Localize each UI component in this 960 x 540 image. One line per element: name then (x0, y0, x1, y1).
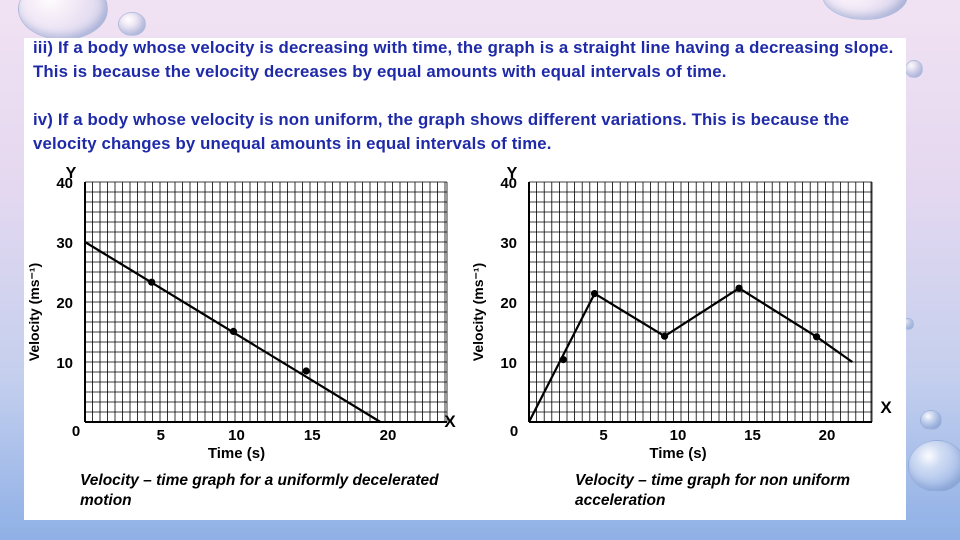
chart-right-caption: Velocity – time graph for non uniform ac… (575, 472, 851, 509)
chart-right-y-tick-label: 10 (500, 355, 517, 372)
chart-right-y-tick-label: 40 (500, 175, 517, 192)
chart-right-y-axis-title: Velocity (ms⁻¹) (470, 263, 486, 361)
paragraph-non-uniform-velocity: iv) If a body whose velocity is non unif… (33, 110, 850, 153)
chart-left-origin-label: 0 (72, 423, 80, 440)
chart-left-y-tick-label: 10 (56, 355, 73, 372)
chart-left-y-tick-label: 40 (56, 175, 73, 192)
chart-left-x-tick-label: 15 (304, 427, 321, 444)
chart-left-x-tick-label: 20 (380, 427, 397, 444)
chart-left-y-axis-letter: Y (66, 165, 77, 182)
chart-left-y-axis-title: Velocity (ms⁻¹) (26, 263, 42, 361)
water-drop-decoration (905, 60, 923, 78)
chart-left-x-tick-label: 5 (157, 427, 165, 444)
chart-left-y-tick-label: 20 (56, 295, 73, 312)
chart-right-x-tick-label: 20 (819, 427, 836, 444)
chart-right-y-tick-label: 20 (500, 295, 517, 312)
chart-right-series-line (528, 287, 853, 423)
chart-right-x-tick-label: 15 (744, 427, 761, 444)
chart-right-x-tick-label: 10 (670, 427, 687, 444)
chart-right-data-point (812, 333, 821, 341)
chart-left-x-axis-letter: X (444, 412, 456, 431)
velocity-time-charts: 10 20 30 40 5 10 15 20 0 Y X Time (s) Velocity (ms⁻¹… (26, 165, 892, 462)
chart-right-y-axis-letter: Y (507, 165, 518, 182)
slide-content: iii) If a body whose velocity is decreas… (24, 38, 906, 520)
chart-right-data-point (660, 332, 669, 340)
chart-right-x-axis-letter: X (880, 398, 892, 417)
water-drop-decoration (822, 0, 908, 20)
water-drop-decoration (920, 410, 942, 430)
chart-right-y-tick-label: 30 (500, 235, 517, 252)
chart-right-data-point (590, 290, 599, 298)
chart-left-caption: Velocity – time graph for a uniformly de… (80, 472, 439, 509)
paragraph-decreasing-velocity: iii) If a body whose velocity is decreas… (33, 38, 894, 81)
chart-left-x-tick-label: 10 (228, 427, 245, 444)
water-drop-decoration (118, 12, 146, 36)
chart-left-data-point (229, 327, 238, 335)
water-drop-decoration (908, 440, 960, 492)
chart-left-x-axis-title: Time (s) (208, 445, 265, 462)
chart-right-x-axis-title: Time (s) (649, 445, 706, 462)
chart-left-data-point (148, 278, 156, 286)
chart-right-data-point (559, 356, 567, 364)
chart-right-origin-label: 0 (510, 423, 518, 440)
chart-right-x-tick-label: 5 (599, 427, 607, 444)
chart-left-y-tick-label: 30 (56, 235, 73, 252)
water-drop-decoration (18, 0, 108, 40)
chart-left-data-point (302, 367, 310, 375)
chart-right-data-point (735, 284, 743, 292)
